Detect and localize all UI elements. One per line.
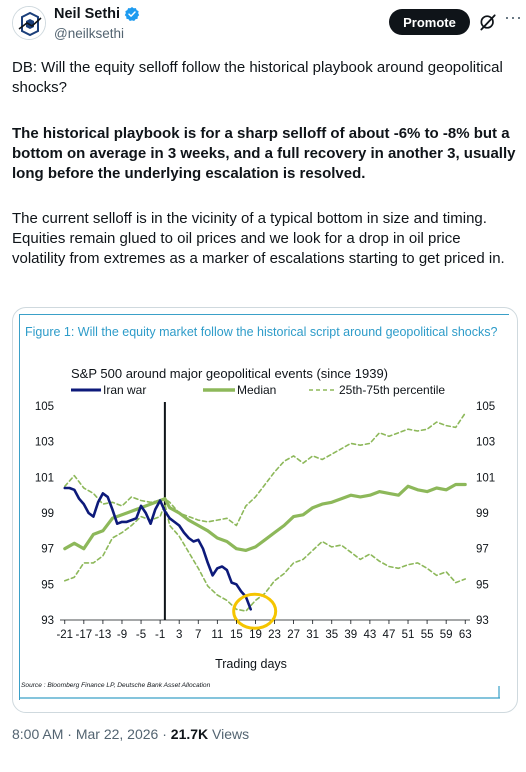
x-tick-label: -9 (117, 629, 127, 641)
tweet-paragraph-1: DB: Will the equity selloff follow the h… (12, 59, 503, 96)
tweet-meta: 8:00 AM · Mar 22, 2026 · 21.7K Views (12, 726, 249, 742)
x-tick-label: -13 (95, 629, 112, 641)
x-tick-label: 23 (268, 629, 281, 641)
legend-iran-war-label: Iran war (103, 383, 146, 397)
author-name[interactable]: Neil Sethi (54, 6, 121, 22)
y-tick-label-right: 99 (476, 508, 489, 520)
more-options-icon[interactable]: ··· (504, 7, 522, 27)
figure-source: Source : Bloomberg Finance LP, Deutsche … (21, 682, 211, 689)
tweet-paragraph-3: The current selloff is in the vicinity o… (12, 210, 505, 267)
x-tick-label: -17 (76, 629, 93, 641)
logo-avatar-icon (13, 7, 45, 39)
y-tick-label-right: 97 (476, 544, 489, 556)
y-tick-label-left: 93 (41, 615, 54, 627)
meta-separator: · (162, 726, 167, 742)
x-tick-label: 59 (440, 629, 453, 641)
chart-title: S&P 500 around major geopolitical events… (71, 366, 388, 381)
grok-icon[interactable] (478, 12, 498, 32)
views-label: Views (212, 726, 250, 742)
y-tick-label-right: 101 (476, 472, 495, 484)
x-tick-label: 15 (230, 629, 243, 641)
tweet-time[interactable]: 8:00 AM (12, 726, 64, 742)
series-75th-percentile-line (63, 412, 467, 527)
x-tick-label: 55 (421, 629, 434, 641)
x-tick-label: -1 (155, 629, 165, 641)
x-tick-label: -21 (56, 629, 73, 641)
x-tick-label: 43 (363, 629, 376, 641)
x-tick-label: 27 (287, 629, 300, 641)
y-tick-label-left: 103 (35, 437, 54, 449)
x-tick-label: 3 (176, 629, 182, 641)
tweet-date[interactable]: Mar 22, 2026 (75, 726, 159, 742)
author-handle[interactable]: @neilksethi (54, 26, 124, 41)
figure-frame: Figure 1: Will the equity market follow … (19, 314, 509, 700)
x-tick-label: 7 (195, 629, 201, 641)
avatar[interactable] (12, 6, 46, 40)
x-tick-label: 11 (211, 629, 223, 641)
x-tick-label: 47 (383, 629, 396, 641)
y-tick-label-right: 93 (476, 615, 489, 627)
y-tick-label-right: 105 (476, 401, 495, 413)
x-axis-label: Trading days (215, 657, 287, 671)
x-tick-label: 63 (459, 629, 472, 641)
x-tick-label: 39 (344, 629, 357, 641)
x-tick-label: -5 (136, 629, 146, 641)
y-tick-label-left: 95 (41, 579, 54, 591)
y-tick-label-right: 103 (476, 437, 495, 449)
verified-badge-icon (124, 7, 140, 21)
x-tick-label: 31 (306, 629, 319, 641)
series-median-line (63, 482, 467, 552)
figure-caption: Figure 1: Will the equity market follow … (25, 325, 498, 339)
media-card[interactable]: Figure 1: Will the equity market follow … (12, 307, 518, 713)
y-tick-label-left: 97 (41, 544, 54, 556)
legend-percentile-label: 25th-75th percentile (339, 383, 445, 397)
series-iran-war-line (63, 486, 252, 611)
x-tick-label: 35 (325, 629, 338, 641)
meta-separator: · (67, 726, 72, 742)
tweet-paragraph-2: The historical playbook is for a sharp s… (12, 125, 516, 182)
y-tick-label-left: 105 (35, 401, 54, 413)
y-tick-label-right: 95 (476, 579, 489, 591)
x-tick-label: 51 (402, 629, 415, 641)
promote-button[interactable]: Promote (389, 9, 470, 35)
x-tick-label: 19 (249, 629, 262, 641)
legend-median-label: Median (237, 383, 276, 397)
series-25th-percentile-line (63, 503, 467, 612)
y-tick-label-left: 101 (35, 472, 54, 484)
y-tick-label-left: 99 (41, 508, 54, 520)
views-count: 21.7K (170, 726, 209, 742)
highlight-circle (232, 592, 278, 630)
tweet-header: Neil Sethi @neilksethi Promote ··· (0, 0, 526, 52)
